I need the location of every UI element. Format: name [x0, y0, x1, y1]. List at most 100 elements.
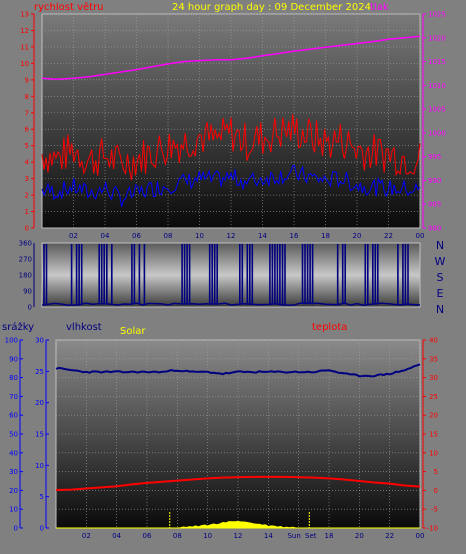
temperature-axis-label: 0: [434, 487, 438, 495]
time-axis-label: 06: [132, 232, 141, 240]
wind-axis-label: 3: [25, 175, 29, 183]
direction-axis-label: 270: [19, 256, 32, 264]
time-axis-label: 20: [353, 232, 362, 240]
compass-letter: N: [436, 239, 444, 252]
direction-plot-area: [41, 242, 421, 308]
time-axis-label: 04: [101, 232, 110, 240]
wind-axis-label: 7: [25, 109, 29, 117]
direction-axis-label: 180: [19, 272, 32, 280]
pressure-axis-label: 990: [428, 177, 441, 185]
humidity-axis-label: 10: [35, 462, 44, 470]
wind-gust-line: [41, 114, 421, 181]
direction-baseline: [41, 302, 421, 306]
pressure-axis-label: 1010: [428, 82, 446, 90]
wind-axis-label: 2: [25, 192, 29, 200]
temperature-axis-label: 20: [429, 412, 438, 420]
time-axis-label: 18: [321, 232, 330, 240]
solar-area: [56, 520, 420, 529]
temperature-axis-label: 25: [429, 393, 438, 401]
time-axis-label: 02: [82, 532, 91, 540]
time-axis-label: 22: [385, 532, 394, 540]
time-axis-label: 08: [173, 532, 182, 540]
wind-average-line: [41, 165, 421, 207]
graph-date-title: 24 hour graph day : 09 December 2024: [172, 2, 371, 13]
pressure-title: tlak: [370, 2, 389, 13]
rain-axis-label: 30: [9, 468, 18, 476]
wind-axis-label: 4: [25, 159, 30, 167]
rain-axis-label: 50: [9, 431, 18, 439]
humidity-line: [55, 363, 421, 378]
time-axis-label: 12: [227, 232, 236, 240]
time-axis-label: 02: [69, 232, 78, 240]
pressure-axis-label: 995: [428, 153, 441, 161]
time-axis-label: 18: [325, 532, 334, 540]
wind-axis-label: 1: [25, 208, 29, 216]
rain-axis-label: 10: [9, 506, 18, 514]
wind-speed-title: rychlost větru: [34, 1, 104, 13]
rain-title: srážky: [2, 321, 34, 333]
temperature-axis-label: 15: [429, 431, 438, 439]
direction-axis-label: 90: [23, 288, 32, 296]
wind-axis-label: 11: [20, 43, 29, 51]
pressure-axis-label: 985: [428, 201, 441, 209]
pressure-axis-label: 980: [428, 225, 441, 233]
humidity-axis-label: 0: [40, 525, 44, 533]
wind-axis-label: 13: [20, 11, 29, 19]
temperature-axis-label: 35: [429, 355, 438, 363]
rain-axis-label: 20: [9, 487, 18, 495]
time-axis-label: 00: [416, 532, 425, 540]
wind-axis-label: 12: [20, 27, 29, 35]
compass-letter: S: [437, 271, 444, 284]
humidity-axis-label: 15: [35, 431, 44, 439]
pressure-axis-label: 1015: [428, 58, 446, 66]
temperature-line: [55, 475, 421, 491]
compass-letter: E: [437, 287, 444, 300]
rain-axis-label: 100: [5, 337, 18, 345]
temperature-axis-label: 40: [429, 337, 438, 345]
wind-axis-label: 5: [25, 142, 29, 150]
pressure-axis-label: 1000: [428, 129, 446, 137]
time-axis-label: 14: [258, 232, 267, 240]
rain-axis-label: 80: [9, 374, 18, 382]
temperature-axis-label: 30: [429, 374, 438, 382]
pressure-axis-label: 1005: [428, 106, 446, 114]
wind-axis-label: 10: [20, 60, 29, 68]
time-axis-label: 08: [164, 232, 173, 240]
time-axis-label: Set: [305, 532, 317, 540]
time-axis-label: 22: [384, 232, 393, 240]
wind-axis-label: 0: [25, 225, 29, 233]
direction-axis-label: 360: [19, 240, 32, 248]
time-axis-label: 16: [290, 232, 299, 240]
time-axis-label: 00: [416, 232, 425, 240]
wind-axis-label: 8: [25, 93, 29, 101]
time-axis-label: 10: [203, 532, 212, 540]
temperature-axis-label: -5: [431, 506, 438, 514]
time-axis-label: 14: [264, 532, 273, 540]
humidity-axis-label: 20: [35, 399, 44, 407]
direction-axis-label: 0: [28, 304, 32, 312]
humidity-axis-label: 30: [35, 337, 44, 345]
rain-axis-label: 70: [9, 393, 18, 401]
time-axis-label: 12: [234, 532, 243, 540]
temperature-axis-label: -10: [427, 525, 438, 533]
rain-axis-label: 0: [14, 525, 18, 533]
humidity-title: vlhkost: [66, 322, 102, 333]
humidity-axis-label: 25: [35, 368, 44, 376]
humidity-axis-label: 5: [40, 493, 44, 501]
temperature-axis-label: 5: [434, 468, 438, 476]
time-axis-label: 10: [195, 232, 204, 240]
compass-letter: W: [435, 255, 446, 268]
time-axis-label: 04: [112, 532, 121, 540]
time-axis-label: Sun: [287, 532, 300, 540]
rain-axis-label: 40: [9, 449, 18, 457]
time-axis-label: 06: [143, 532, 152, 540]
wind-axis-label: 9: [25, 76, 29, 84]
temperature-title: teplota: [312, 322, 347, 333]
pressure-axis-label: 1025: [428, 11, 446, 19]
time-axis-label: 20: [355, 532, 364, 540]
rain-axis-label: 60: [9, 412, 18, 420]
